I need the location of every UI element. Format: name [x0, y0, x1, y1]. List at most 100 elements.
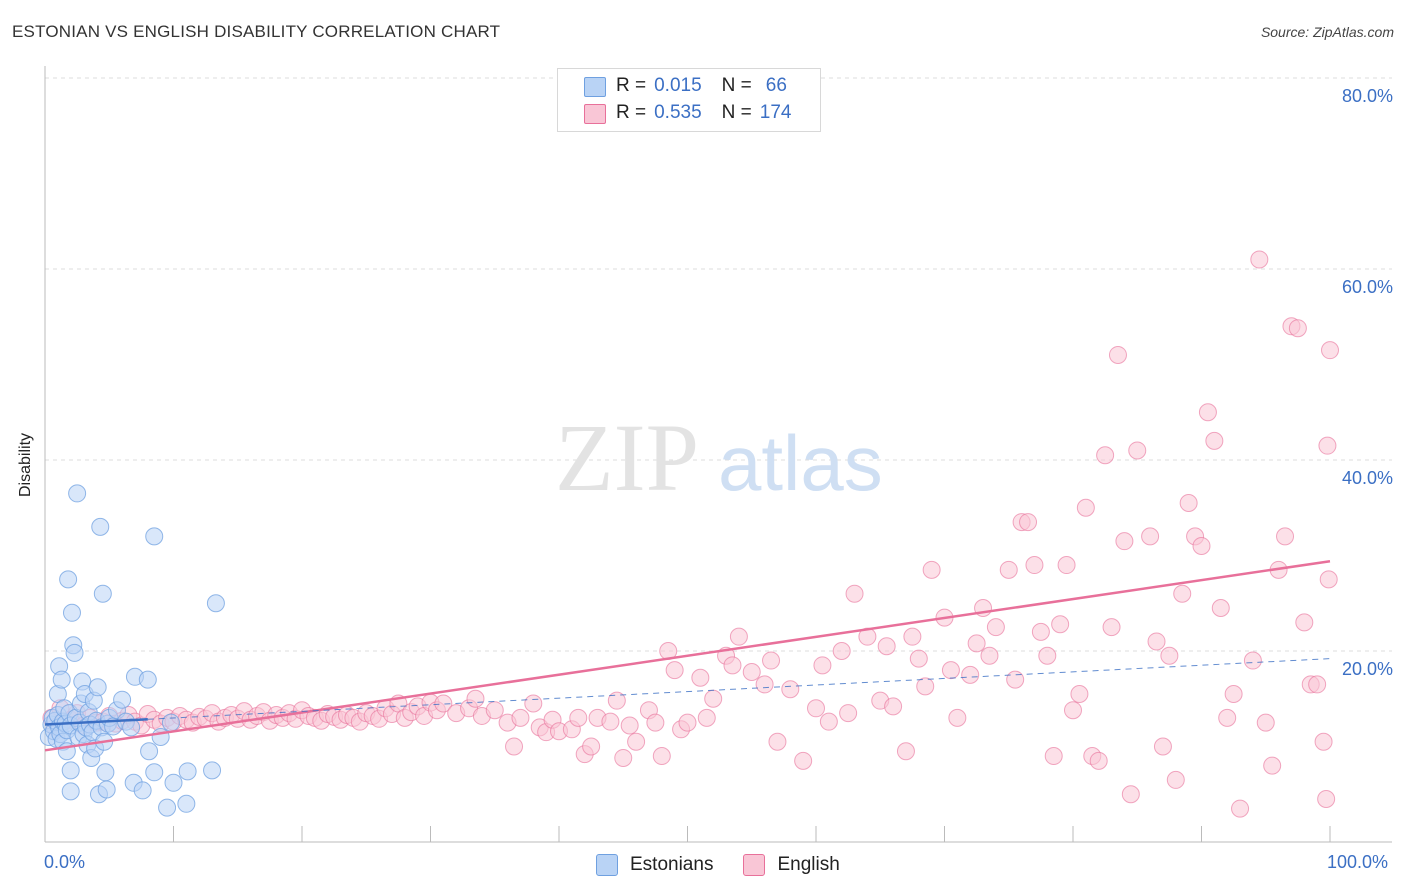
english-point: [485, 701, 504, 720]
chart-title: ESTONIAN VS ENGLISH DISABILITY CORRELATI…: [12, 22, 501, 41]
english-point: [1108, 345, 1127, 364]
english-point: [1006, 670, 1025, 689]
english-point: [569, 708, 588, 727]
english-point: [832, 642, 851, 660]
english-point: [1025, 556, 1044, 575]
english-point: [1295, 613, 1314, 632]
english-point: [1089, 751, 1108, 770]
english-point: [1211, 599, 1230, 618]
english-point: [697, 708, 716, 727]
estonian-point: [62, 603, 81, 622]
estonian-point: [145, 527, 164, 546]
english-point: [896, 742, 915, 761]
english-point: [762, 651, 781, 670]
bottom-legend-label-english: English: [777, 854, 840, 875]
estonian-point: [59, 570, 78, 589]
english-point: [505, 737, 524, 756]
estonian-point: [206, 594, 225, 613]
y-tick-label: 20.0%: [1341, 659, 1393, 679]
english-point: [1192, 536, 1211, 555]
english-point: [524, 694, 543, 713]
english-points: [42, 250, 1339, 818]
english-point: [1076, 498, 1095, 517]
estonian-point: [140, 742, 159, 761]
english-point: [967, 634, 986, 653]
english-point: [986, 618, 1005, 637]
estonian-point: [161, 713, 180, 732]
estonian-trend-line-solid: [44, 718, 148, 726]
english-point: [781, 680, 800, 699]
english-point: [1179, 493, 1198, 512]
legend-swatch-english: [584, 104, 606, 124]
english-point: [1160, 646, 1179, 665]
english-point: [1051, 615, 1070, 634]
estonian-point: [203, 761, 222, 780]
estonian-point: [96, 763, 115, 782]
english-point: [1318, 436, 1337, 455]
legend-r-label: R =: [616, 102, 647, 123]
english-point: [646, 713, 665, 732]
estonian-point: [93, 584, 112, 603]
bottom-legend-estonians: Estonians: [596, 854, 713, 876]
english-point: [1038, 646, 1057, 665]
legend-n-label: N =: [721, 75, 752, 96]
english-point: [1243, 651, 1262, 670]
bottom-legend-english: English: [743, 854, 840, 876]
estonian-point: [61, 782, 80, 801]
english-point: [1231, 799, 1250, 818]
english-point: [620, 716, 639, 735]
bottom-legend-swatch-english: [743, 854, 766, 876]
watermark-zip: ZIP: [555, 404, 699, 511]
watermark-atlas: atlas: [718, 419, 883, 507]
legend: R = 0.015 N = 66 R = 0.535 N = 174: [557, 68, 821, 132]
english-point: [1128, 441, 1147, 460]
y-tick-label: 40.0%: [1341, 468, 1393, 488]
source-label: Source: ZipAtlas.com: [1260, 24, 1394, 40]
english-point: [922, 560, 941, 579]
english-point: [627, 732, 646, 751]
english-point: [1019, 513, 1038, 532]
estonian-point: [113, 690, 132, 709]
legend-r-label: R =: [616, 75, 647, 96]
english-point: [607, 691, 626, 710]
english-point: [742, 663, 761, 682]
estonian-point: [97, 780, 116, 799]
english-point: [807, 699, 825, 718]
english-point: [1070, 684, 1089, 703]
estonian-point: [52, 670, 71, 689]
english-point: [1173, 584, 1192, 603]
english-point: [1141, 527, 1160, 546]
english-point: [704, 689, 723, 708]
legend-swatch-estonians: [584, 77, 606, 97]
english-point: [948, 708, 967, 727]
english-trend-line: [44, 559, 1331, 752]
english-point: [916, 677, 935, 696]
english-point: [1319, 570, 1338, 589]
legend-r-value: 0.535: [654, 102, 702, 123]
english-point: [434, 694, 453, 713]
bottom-legend-swatch-estonians: [596, 854, 618, 876]
english-point: [1276, 527, 1295, 546]
trend-lines: [44, 559, 1331, 752]
estonian-point: [133, 781, 152, 800]
estonian-point: [151, 727, 170, 746]
english-point: [819, 712, 838, 731]
english-point: [511, 708, 530, 727]
x-tick-label-min: 0.0%: [44, 852, 86, 872]
english-point: [1031, 622, 1050, 641]
english-point: [980, 646, 999, 665]
english-point: [1057, 556, 1076, 575]
estonian-point: [88, 678, 107, 697]
english-point: [652, 747, 671, 766]
english-point: [794, 751, 813, 770]
english-point: [941, 661, 960, 680]
legend-row-english: R = 0.535 N = 174: [616, 102, 791, 124]
english-point: [582, 737, 601, 756]
english-point: [1102, 618, 1121, 637]
estonian-point: [145, 763, 164, 782]
english-point: [729, 627, 748, 646]
english-point: [877, 637, 896, 656]
bottom-legend: Estonians English: [596, 852, 870, 878]
estonian-points: [39, 484, 225, 817]
